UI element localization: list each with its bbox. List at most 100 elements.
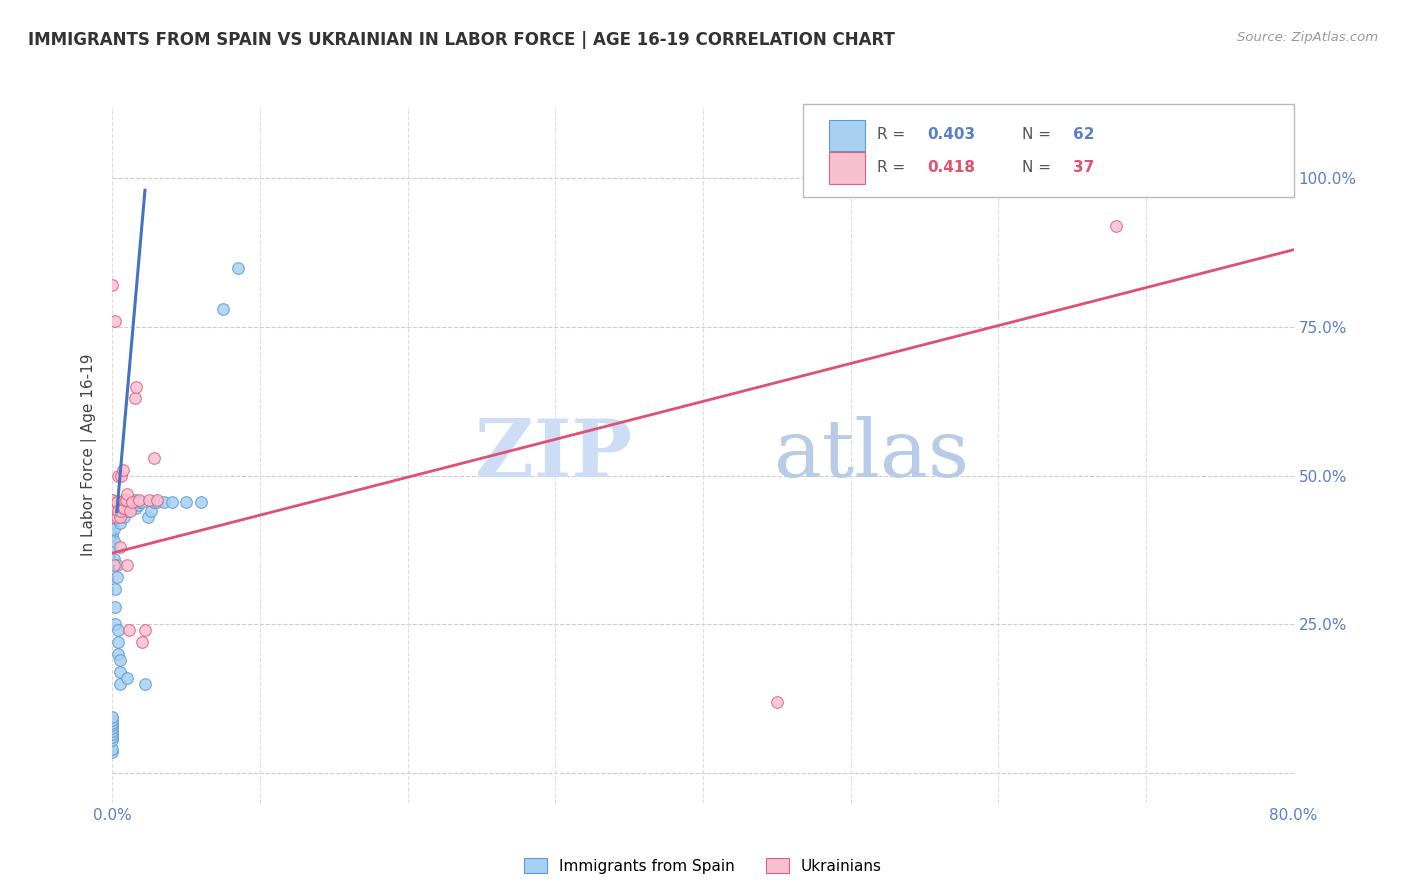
Point — [125, 501, 148, 516]
Point — [120, 504, 142, 518]
Text: ZIP: ZIP — [475, 416, 633, 494]
Point — [101, 495, 124, 509]
Point — [111, 463, 134, 477]
Point — [110, 495, 132, 509]
Point — [103, 552, 125, 566]
Point — [101, 745, 124, 759]
Point — [101, 510, 124, 524]
Point — [110, 504, 132, 518]
Point — [101, 492, 124, 507]
Point — [190, 495, 212, 509]
Point — [174, 495, 197, 509]
Point — [146, 495, 169, 509]
Point — [212, 302, 235, 317]
Text: IMMIGRANTS FROM SPAIN VS UKRAINIAN IN LABOR FORCE | AGE 16-19 CORRELATION CHART: IMMIGRANTS FROM SPAIN VS UKRAINIAN IN LA… — [28, 31, 896, 49]
Point — [114, 492, 136, 507]
Point — [125, 379, 148, 393]
Point — [104, 617, 127, 632]
Point — [134, 677, 156, 691]
Point — [120, 501, 142, 516]
Point — [108, 516, 131, 531]
Point — [104, 314, 127, 328]
Point — [101, 516, 124, 531]
Point — [766, 695, 789, 709]
Point — [110, 468, 132, 483]
Point — [124, 492, 146, 507]
Point — [117, 671, 138, 685]
Text: R =: R = — [876, 128, 910, 143]
Point — [226, 260, 249, 275]
Point — [111, 501, 134, 516]
Point — [104, 504, 127, 518]
Point — [114, 492, 136, 507]
Text: N =: N = — [1022, 160, 1056, 175]
Point — [111, 495, 134, 509]
Point — [101, 510, 124, 524]
Point — [121, 495, 143, 509]
Point — [101, 492, 124, 507]
Point — [103, 522, 125, 536]
Point — [112, 499, 135, 513]
FancyBboxPatch shape — [803, 103, 1294, 197]
Point — [108, 540, 131, 554]
Text: 0.418: 0.418 — [928, 160, 976, 175]
Point — [101, 709, 124, 723]
Point — [101, 715, 124, 730]
Point — [105, 510, 128, 524]
Point — [107, 647, 129, 661]
Point — [104, 582, 127, 596]
Point — [108, 653, 131, 667]
Text: 62: 62 — [1073, 128, 1094, 143]
Point — [101, 540, 124, 554]
Point — [101, 724, 124, 739]
Point — [131, 635, 153, 649]
Y-axis label: In Labor Force | Age 16-19: In Labor Force | Age 16-19 — [80, 353, 97, 557]
Point — [117, 504, 138, 518]
Point — [146, 492, 169, 507]
Point — [111, 504, 134, 518]
FancyBboxPatch shape — [830, 153, 865, 184]
Point — [127, 499, 149, 513]
Point — [112, 492, 135, 507]
Point — [101, 495, 124, 509]
Point — [105, 570, 128, 584]
Point — [101, 501, 124, 516]
Point — [101, 713, 124, 727]
Point — [134, 624, 156, 638]
Point — [112, 510, 135, 524]
Point — [101, 501, 124, 516]
Point — [107, 504, 129, 518]
Point — [121, 495, 143, 509]
Point — [138, 492, 160, 507]
Point — [107, 635, 129, 649]
Point — [105, 510, 128, 524]
Point — [105, 558, 128, 572]
Point — [128, 492, 150, 507]
Point — [105, 495, 128, 509]
Point — [118, 495, 141, 509]
Point — [101, 278, 124, 293]
Text: N =: N = — [1022, 128, 1056, 143]
Point — [108, 510, 131, 524]
Point — [101, 722, 124, 736]
Text: 37: 37 — [1073, 160, 1094, 175]
Legend: Immigrants from Spain, Ukrainians: Immigrants from Spain, Ukrainians — [517, 852, 889, 880]
Point — [101, 742, 124, 756]
Point — [110, 508, 132, 522]
Point — [142, 495, 165, 509]
Point — [117, 486, 138, 500]
Text: R =: R = — [876, 160, 910, 175]
Point — [101, 528, 124, 542]
Point — [142, 450, 165, 465]
Text: atlas: atlas — [773, 416, 969, 494]
Point — [128, 495, 150, 509]
Point — [103, 534, 125, 549]
Point — [112, 501, 135, 516]
Point — [108, 677, 131, 691]
Point — [139, 504, 162, 518]
Point — [101, 727, 124, 741]
Point — [136, 510, 159, 524]
Point — [101, 718, 124, 732]
Point — [103, 510, 125, 524]
Point — [108, 665, 131, 679]
